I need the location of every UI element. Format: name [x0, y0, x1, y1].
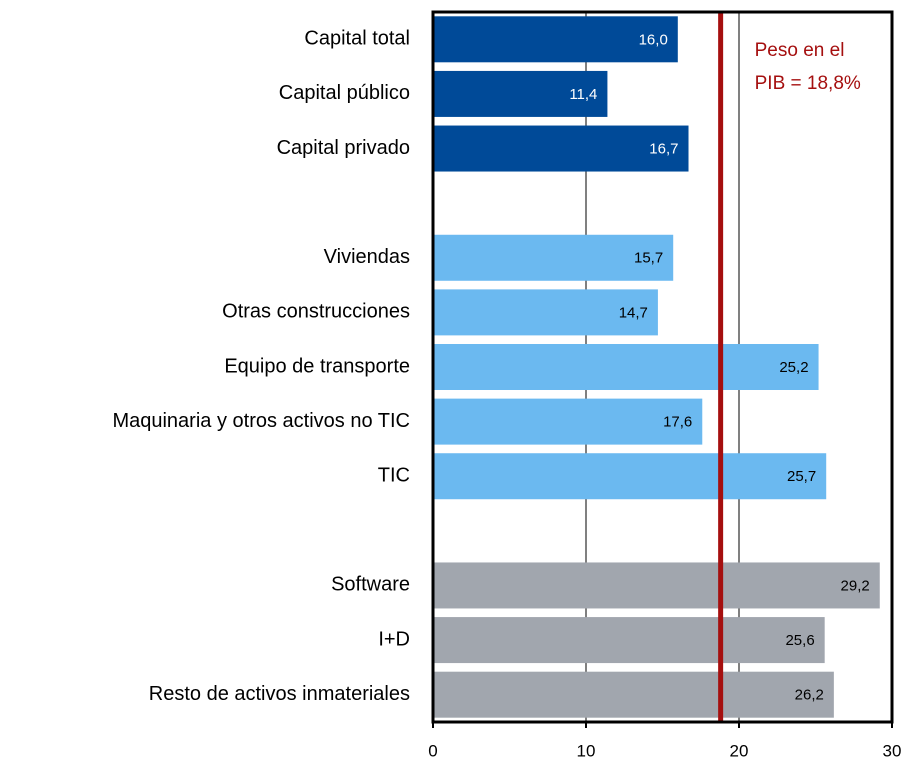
y-tick-label: Capital privado: [277, 137, 410, 159]
x-tick-label: 10: [577, 741, 596, 760]
y-tick-label: Software: [331, 574, 410, 596]
bar: [433, 125, 689, 172]
bar: [433, 16, 678, 63]
value-label: 11,4: [569, 86, 597, 103]
x-tick-label: 20: [730, 741, 749, 760]
y-tick-label: Resto de activos inmateriales: [149, 683, 410, 705]
y-tick-label: TIC: [378, 465, 410, 487]
value-label: 17,6: [663, 414, 692, 431]
value-label: 16,7: [649, 141, 678, 158]
value-label: 15,7: [634, 250, 663, 267]
y-tick-label: Maquinaria y otros activos no TIC: [112, 410, 410, 432]
reference-label: PIB = 18,8%: [755, 73, 861, 94]
y-tick-label: I+D: [378, 628, 410, 650]
bar: [433, 453, 827, 500]
value-label: 14,7: [619, 304, 648, 321]
reference-label: Peso en el: [755, 40, 845, 61]
x-tick-label: 0: [428, 741, 437, 760]
y-tick-label: Capital total: [304, 28, 410, 50]
value-label: 16,0: [639, 31, 668, 48]
bar: [433, 289, 658, 336]
y-tick-label: Equipo de transporte: [224, 355, 410, 377]
value-label: 25,7: [787, 468, 816, 485]
x-tick-label: 30: [883, 741, 902, 760]
bar: [433, 562, 880, 609]
value-label: 25,6: [785, 632, 814, 649]
bar: [433, 344, 819, 390]
y-tick-label: Capital público: [279, 82, 410, 104]
value-label: 25,2: [779, 359, 808, 376]
value-label: 29,2: [841, 577, 870, 594]
y-tick-label: Otras construcciones: [222, 301, 410, 323]
bar: [433, 234, 674, 281]
value-label: 26,2: [795, 687, 824, 704]
bar: [433, 671, 834, 718]
y-tick-label: Viviendas: [324, 246, 410, 268]
bar: [433, 70, 608, 117]
plot-frame: [431, 10, 894, 724]
bar: [433, 617, 825, 664]
bar: [433, 398, 703, 445]
